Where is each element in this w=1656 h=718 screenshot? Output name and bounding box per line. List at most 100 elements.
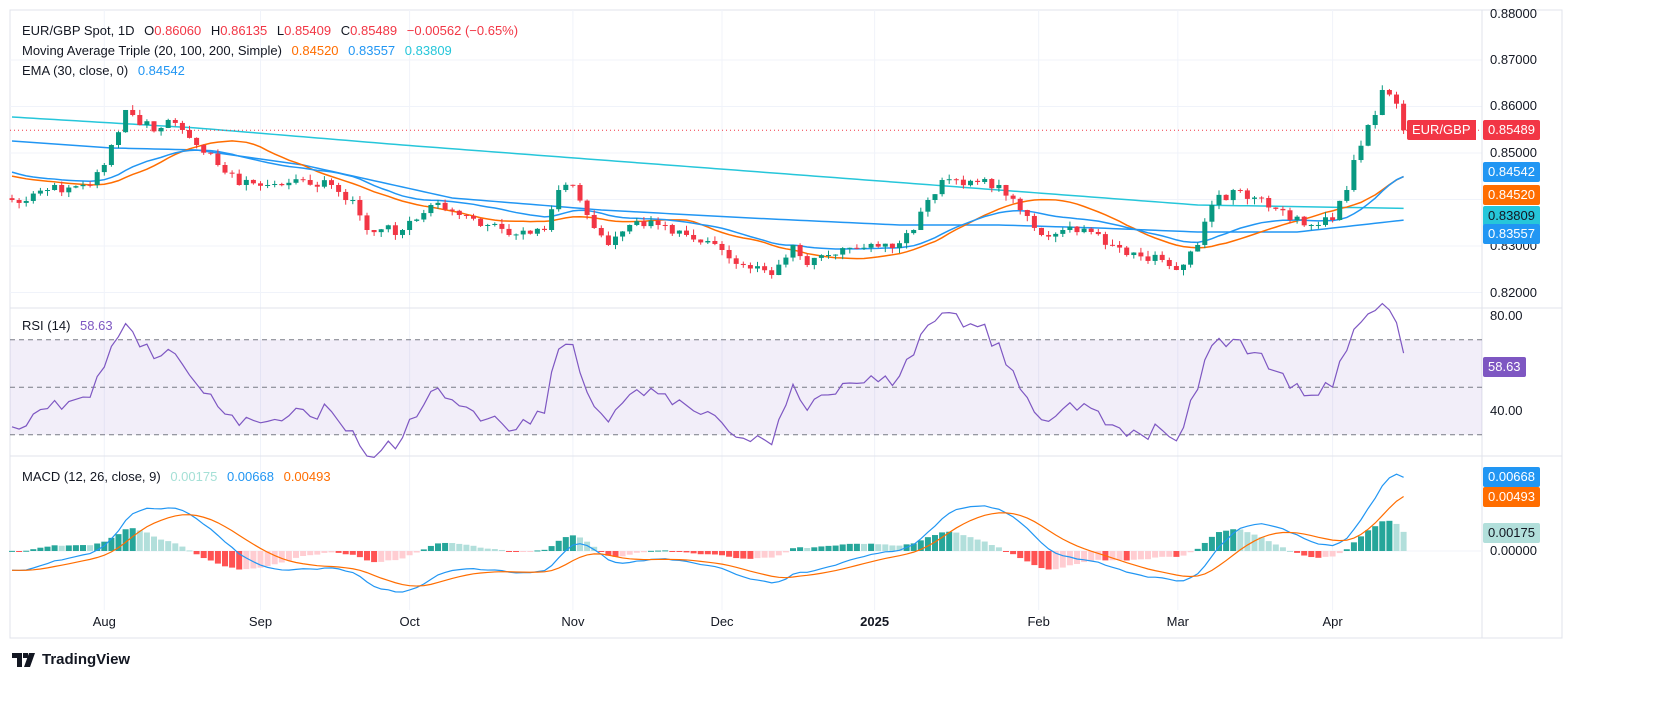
macd-histogram-bar xyxy=(1329,551,1336,557)
candle-body xyxy=(719,243,725,250)
candle-body xyxy=(918,211,924,231)
ema30-line xyxy=(11,149,1404,250)
candle-body xyxy=(1202,221,1208,245)
candle-body xyxy=(542,228,547,231)
macd-histogram-bar xyxy=(44,546,51,551)
change-value: −0.00562 (−0.65%) xyxy=(406,23,519,38)
price-tick: 0.85000 xyxy=(1490,145,1537,160)
macd-histogram-bar xyxy=(846,543,853,551)
macd-histogram-bar xyxy=(1180,551,1187,556)
macd-histogram-bar xyxy=(1322,551,1329,557)
macd-histogram-bar xyxy=(790,548,796,551)
candle-body xyxy=(605,235,611,245)
macd-histogram-bar xyxy=(1152,551,1159,558)
macd-histogram-bar xyxy=(108,537,115,551)
macd-histogram-bar xyxy=(392,551,399,561)
price-tick: 0.82000 xyxy=(1490,285,1537,300)
macd-histogram-bar xyxy=(122,529,129,551)
candle-body xyxy=(691,234,697,240)
macd-histogram-bar xyxy=(513,551,520,552)
candle-body xyxy=(620,231,626,237)
macd-histogram-bar xyxy=(619,551,626,557)
candle-body xyxy=(534,228,540,234)
candle-body xyxy=(463,214,469,216)
candle-body xyxy=(1003,184,1009,196)
macd-histogram-bar xyxy=(754,551,761,559)
macd-histogram-bar xyxy=(591,546,598,551)
logo-text: TradingView xyxy=(42,651,131,668)
macd-histogram-bar xyxy=(711,551,718,555)
macd-histogram-bar xyxy=(761,551,768,558)
macd-histogram-bar xyxy=(243,551,250,570)
sma200-line xyxy=(11,116,1404,210)
macd-tag: 0.00668 xyxy=(1483,467,1540,487)
candle-body xyxy=(116,132,121,146)
low-label: L xyxy=(276,23,285,38)
macd-signal-line xyxy=(11,495,1404,587)
candle-body xyxy=(627,224,633,232)
macd-legend[interactable]: MACD (12, 26, close, 9) 0.00175 0.00668 … xyxy=(22,469,337,484)
ema-legend[interactable]: EMA (30, close, 0) 0.84542 xyxy=(22,63,191,78)
candle-body xyxy=(407,220,413,231)
candle-body xyxy=(513,234,519,236)
macd-histogram-bar xyxy=(733,551,740,559)
macd-histogram-bar xyxy=(314,551,321,555)
ohlc-open: O0.86060 xyxy=(144,23,201,38)
macd-histogram-bar xyxy=(1137,551,1144,560)
candle-body xyxy=(726,249,732,259)
macd-histogram-bar xyxy=(811,547,818,551)
candle-body xyxy=(968,180,973,186)
macd-histogram-bar xyxy=(385,551,392,561)
candle-body xyxy=(73,186,79,188)
candle-body xyxy=(1173,266,1179,270)
macd-histogram-bar xyxy=(1244,532,1251,551)
macd-histogram-bar xyxy=(406,551,413,556)
candle-body xyxy=(783,257,789,265)
macd-histogram-bar xyxy=(1301,551,1308,556)
macd-histogram-bar xyxy=(1386,520,1393,551)
candle-body xyxy=(215,153,221,165)
macd-histogram-bar xyxy=(1166,551,1173,557)
candle-body xyxy=(1252,197,1257,199)
candle-body xyxy=(151,121,157,132)
candle-body xyxy=(1188,251,1194,265)
macd-histogram-bar xyxy=(541,549,548,551)
candle-body xyxy=(904,233,910,244)
macd-histogram-bar xyxy=(662,550,669,552)
price-tick: 0.87000 xyxy=(1490,52,1537,67)
candle-body xyxy=(1067,226,1073,231)
candle-body xyxy=(1166,259,1172,267)
candle-body xyxy=(435,202,441,205)
candle-body xyxy=(442,202,448,210)
time-tick: Nov xyxy=(561,614,585,629)
high-value: 0.86135 xyxy=(220,23,268,38)
macd-histogram-bar xyxy=(250,551,257,569)
macd-histogram-bar xyxy=(484,548,491,551)
ma-legend[interactable]: Moving Average Triple (20, 100, 200, Sim… xyxy=(22,43,458,58)
candle-body xyxy=(925,200,931,212)
candle-body xyxy=(1152,254,1158,261)
time-tick: Sep xyxy=(248,614,273,629)
macd-histogram-bar xyxy=(1393,523,1400,551)
macd-histogram-bar xyxy=(648,550,654,552)
candle-body xyxy=(1330,217,1336,221)
candle-body xyxy=(293,179,299,183)
candle-body xyxy=(236,173,242,185)
candle-body xyxy=(179,122,185,130)
macd-histogram-bar xyxy=(1010,551,1017,555)
candle-body xyxy=(1088,228,1094,233)
rsi-legend[interactable]: RSI (14) 58.63 xyxy=(22,318,119,333)
candle-body xyxy=(1159,254,1165,260)
candle-body xyxy=(556,190,562,210)
candle-body xyxy=(414,219,420,221)
tradingview-logo[interactable]: TradingView xyxy=(12,651,130,668)
candle-body xyxy=(875,243,881,247)
macd-histogram-bar xyxy=(1088,551,1095,561)
candle-body xyxy=(506,228,512,235)
candle-body xyxy=(1060,230,1066,234)
macd-histogram-bar xyxy=(1272,544,1279,551)
macd-histogram-bar xyxy=(562,537,569,551)
candle-body xyxy=(655,220,661,225)
candle-body xyxy=(591,214,597,228)
